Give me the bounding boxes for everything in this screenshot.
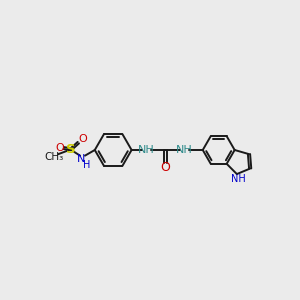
Text: N: N (77, 154, 86, 164)
Text: NH: NH (176, 145, 193, 155)
Text: NH: NH (231, 174, 246, 184)
Text: O: O (55, 143, 64, 153)
Text: NH: NH (138, 145, 155, 155)
Text: H: H (83, 160, 90, 170)
Text: S: S (66, 143, 76, 156)
Text: CH₃: CH₃ (44, 152, 63, 162)
Text: O: O (160, 161, 170, 174)
Text: O: O (78, 134, 87, 144)
